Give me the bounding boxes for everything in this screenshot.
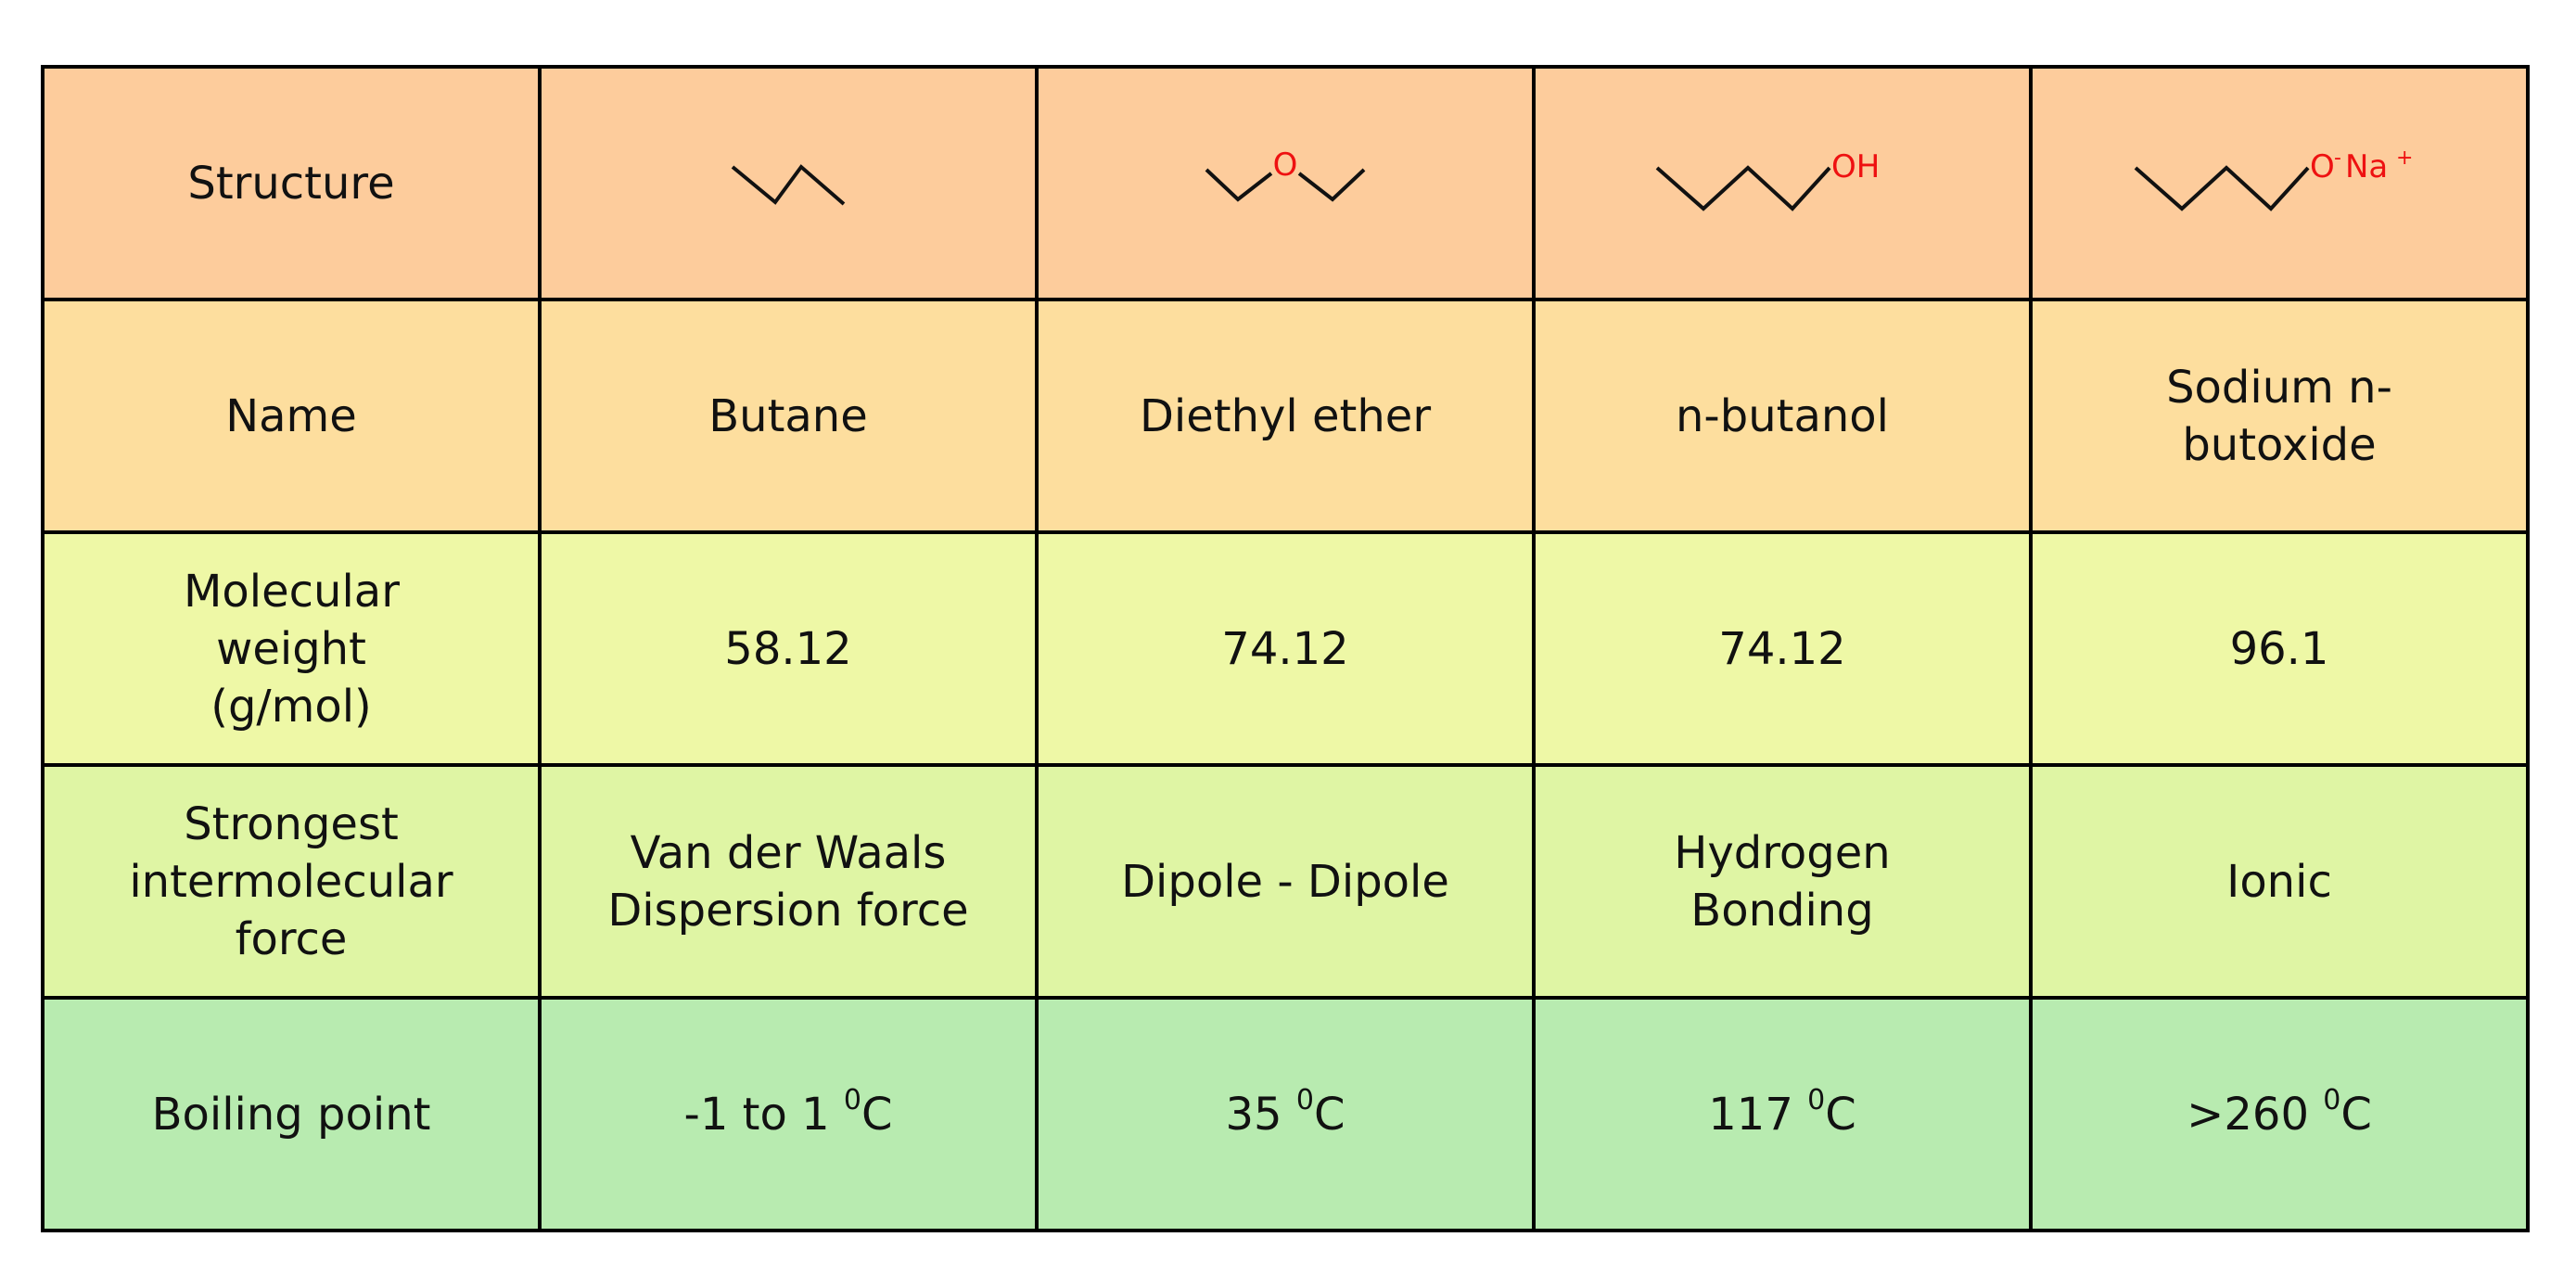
ether-oxygen-label: O [1273, 147, 1298, 184]
n-butanol-boiling-point-cell: 117 0C [1532, 996, 2033, 1232]
degree-superscript: 0 [843, 1083, 861, 1116]
boiling-point-value: 35 [1225, 1088, 1282, 1141]
structure-row: Structure O OH O - Na [41, 65, 2530, 301]
boiling-point-value: -1 to 1 [683, 1088, 830, 1141]
n-butanol-force-cell: Hydrogen Bonding [1532, 763, 2033, 1000]
sodium-n-butoxide-name-cell: Sodium n-butoxide [2029, 298, 2530, 534]
molecular-weight-value: 58.12 [724, 622, 852, 675]
sodium-n-butoxide-skeletal-structure: O - Na + [2134, 147, 2413, 211]
n-butanol-molecular-weight-cell: 74.12 [1532, 530, 2033, 767]
diethyl-ether-skeletal-structure: O [1205, 147, 1366, 202]
boiling-point-value: >260 [2187, 1088, 2309, 1141]
sodium-n-butoxide-force-cell: Ionic [2029, 763, 2530, 1000]
n-butanol-name-cell: n-butanol [1532, 298, 2033, 534]
n-butanol-skeletal-structure: OH [1655, 148, 1880, 211]
butane-skeletal-structure [731, 163, 846, 206]
intermolecular-force-value: Dipole - Dipole [1121, 855, 1449, 908]
intermolecular-force-header-cell: Strongest intermolecular force [41, 763, 542, 1000]
negative-charge-label: - [2334, 147, 2341, 170]
sodium-label: Na [2345, 148, 2388, 185]
degree-superscript: 0 [1807, 1083, 1826, 1116]
compound-name: Butane [708, 389, 868, 442]
name-header-cell: Name [41, 298, 542, 534]
temperature-unit: C [2340, 1088, 2372, 1141]
row-header-name: Name [225, 389, 357, 442]
boiling-point-header-cell: Boiling point [41, 996, 542, 1232]
compound-name: n-butanol [1676, 389, 1889, 442]
name-row: Name Butane Diethyl ether n-butanol Sodi… [41, 298, 2530, 534]
butane-name-cell: Butane [538, 298, 1039, 534]
temperature-unit: C [1313, 1088, 1345, 1141]
intermolecular-force-row: Strongest intermolecular force Van der W… [41, 763, 2530, 1000]
row-header-molecular-weight: Molecular weight (g/mol) [184, 565, 400, 733]
structure-header-cell: Structure [41, 65, 542, 301]
sodium-n-butoxide-molecular-weight-cell: 96.1 [2029, 530, 2530, 767]
boiling-point-value: 117 [1708, 1088, 1793, 1141]
degree-superscript: 0 [2323, 1083, 2341, 1116]
boiling-point-row: Boiling point -1 to 1 0C 35 0C 117 0C >2… [41, 996, 2530, 1232]
row-header-structure: Structure [187, 157, 395, 210]
sodium-n-butoxide-boiling-point-cell: >260 0C [2029, 996, 2530, 1232]
n-butanol-structure-cell: OH [1532, 65, 2033, 301]
intermolecular-force-value: Ionic [2226, 855, 2332, 908]
diethyl-ether-molecular-weight-cell: 74.12 [1035, 530, 1536, 767]
molecular-weight-value: 96.1 [2229, 622, 2329, 675]
row-header-boiling-point: Boiling point [151, 1088, 431, 1141]
molecular-weight-header-cell: Molecular weight (g/mol) [41, 530, 542, 767]
compound-name: Diethyl ether [1139, 389, 1432, 442]
butane-molecular-weight-cell: 58.12 [538, 530, 1039, 767]
butane-boiling-point-cell: -1 to 1 0C [538, 996, 1039, 1232]
molecular-weight-value: 74.12 [1718, 622, 1846, 675]
temperature-unit: C [1825, 1088, 1856, 1141]
butane-structure-cell [538, 65, 1039, 301]
molecular-weight-row: Molecular weight (g/mol) 58.12 74.12 74.… [41, 530, 2530, 767]
alkoxide-oxygen-label: O [2310, 148, 2335, 185]
molecular-weight-value: 74.12 [1221, 622, 1349, 675]
row-header-intermolecular-force: Strongest intermolecular force [129, 797, 453, 965]
butane-force-cell: Van der Waals Dispersion force [538, 763, 1039, 1000]
positive-charge-label: + [2396, 147, 2413, 170]
sodium-n-butoxide-structure-cell: O - Na + [2029, 65, 2530, 301]
diethyl-ether-structure-cell: O [1035, 65, 1536, 301]
compound-comparison-table: Structure O OH O - Na [41, 65, 2530, 1232]
compound-name: Sodium n-butoxide [2166, 361, 2392, 471]
intermolecular-force-value: Hydrogen Bonding [1674, 826, 1891, 937]
diethyl-ether-force-cell: Dipole - Dipole [1035, 763, 1536, 1000]
hydroxyl-label: OH [1831, 148, 1880, 185]
intermolecular-force-value: Van der Waals Dispersion force [607, 826, 969, 937]
degree-superscript: 0 [1295, 1083, 1314, 1116]
diethyl-ether-boiling-point-cell: 35 0C [1035, 996, 1536, 1232]
diethyl-ether-name-cell: Diethyl ether [1035, 298, 1536, 534]
temperature-unit: C [861, 1088, 893, 1141]
